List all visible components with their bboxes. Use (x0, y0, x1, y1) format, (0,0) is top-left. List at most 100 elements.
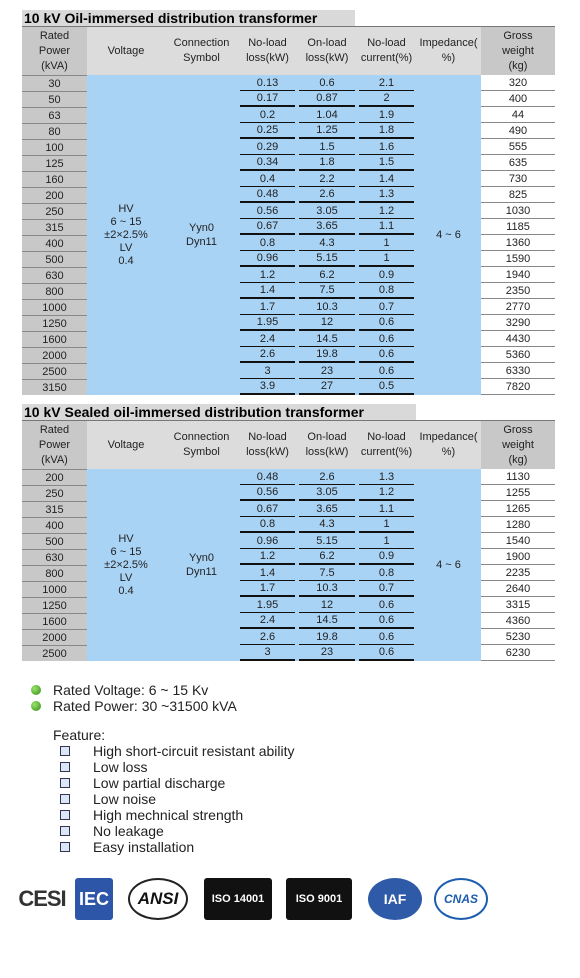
feature-item: Low partial discharge (93, 775, 226, 791)
table-title: 10 kV Oil-immersed distribution transfor… (22, 10, 355, 26)
cell: 0.8 (359, 283, 414, 299)
cell: 2000 (22, 629, 87, 645)
cell: 19.8 (299, 629, 355, 645)
checkbox-icon (60, 762, 70, 772)
blue-area (87, 469, 481, 661)
cell: 0.7 (359, 299, 414, 315)
cell: 630 (22, 549, 87, 565)
cell: 1.6 (359, 139, 414, 155)
cell: 10.3 (299, 581, 355, 597)
cell: 1.25 (299, 123, 355, 139)
cell: 6.2 (299, 549, 355, 565)
cell: 0.56 (240, 203, 295, 219)
cell: 1 (359, 251, 414, 267)
cell: 2.4 (240, 613, 295, 629)
cell: 1255 (481, 485, 555, 501)
cell: 0.9 (359, 549, 414, 565)
cell: 3150 (22, 379, 87, 395)
feature-item: Low noise (93, 791, 157, 807)
checkbox-icon (60, 842, 70, 852)
cell: 5.15 (299, 533, 355, 549)
column-header: Voltage (87, 421, 165, 469)
cell: 1.7 (240, 581, 295, 597)
cell: 0.8 (240, 517, 295, 533)
cell: 0.48 (240, 469, 295, 485)
cell: 2.4 (240, 331, 295, 347)
cell: 1030 (481, 203, 555, 219)
voltage-cell: HV 6 ~ 15 ±2×2.5% LV 0.4 (104, 202, 148, 267)
cell: 0.17 (240, 91, 295, 107)
cell: 1.4 (359, 171, 414, 187)
column-header: Connection Symbol (165, 421, 238, 469)
cell: 0.6 (359, 363, 414, 379)
cell: 200 (22, 469, 87, 485)
cell: 555 (481, 139, 555, 155)
header-rule (22, 420, 555, 421)
cell: 1.2 (359, 485, 414, 501)
cell: 19.8 (299, 347, 355, 363)
column-header: Gross weight (kg) (481, 27, 555, 75)
cell: 0.34 (240, 155, 295, 171)
cell: 0.25 (240, 123, 295, 139)
checkbox-icon (60, 826, 70, 836)
cell: 0.96 (240, 533, 295, 549)
cell: 1250 (22, 597, 87, 613)
blue-area (87, 75, 481, 395)
cell: 0.96 (240, 251, 295, 267)
cell: 44 (481, 107, 555, 123)
cell: 3290 (481, 315, 555, 331)
column-header: Voltage (87, 27, 165, 75)
cell: 63 (22, 107, 87, 123)
checkbox-icon (60, 810, 70, 820)
checkbox-icon (60, 746, 70, 756)
cell: 23 (299, 363, 355, 379)
feature-item: Low loss (93, 759, 148, 775)
cell: 0.6 (359, 613, 414, 629)
cell: 3.9 (240, 379, 295, 395)
cell: 4430 (481, 331, 555, 347)
cell: 7820 (481, 379, 555, 395)
cell: 1600 (22, 613, 87, 629)
feature-heading: Feature: (53, 727, 106, 743)
cell: 730 (481, 171, 555, 187)
connection-cell: Yyn0 Dyn11 (186, 222, 217, 248)
cell: 1265 (481, 501, 555, 517)
cell: 1.7 (240, 299, 295, 315)
cell: 250 (22, 485, 87, 501)
connection-cell: Yyn0 Dyn11 (186, 552, 217, 578)
cell: 0.67 (240, 501, 295, 517)
cell: 1900 (481, 549, 555, 565)
cell: 0.8 (240, 235, 295, 251)
cell: 1 (359, 533, 414, 549)
cell: 2500 (22, 645, 87, 661)
cell: 0.87 (299, 91, 355, 107)
cell: 3.65 (299, 219, 355, 235)
column-header: On-load loss(kW) (297, 27, 357, 75)
certification-logo: IAF (368, 878, 422, 920)
cell: 1.4 (240, 283, 295, 299)
cell: 0.6 (299, 75, 355, 91)
cell: 5360 (481, 347, 555, 363)
cell: 800 (22, 283, 87, 299)
cell: 2.1 (359, 75, 414, 91)
bullet-dot (31, 685, 41, 695)
cell: 3.05 (299, 203, 355, 219)
cell: 0.6 (359, 331, 414, 347)
cell: 80 (22, 123, 87, 139)
cell: 160 (22, 171, 87, 187)
cell: 1.2 (240, 549, 295, 565)
cell: 315 (22, 219, 87, 235)
cell: 2.6 (299, 469, 355, 485)
checkbox-icon (60, 794, 70, 804)
cell: 2500 (22, 363, 87, 379)
column-header: No-load current(%) (357, 27, 416, 75)
cell: 200 (22, 187, 87, 203)
cell: 2.6 (240, 347, 295, 363)
cell: 0.29 (240, 139, 295, 155)
cell: 12 (299, 315, 355, 331)
cell: 0.6 (359, 315, 414, 331)
cell: 1600 (22, 331, 87, 347)
cell: 0.56 (240, 485, 295, 501)
column-header: No-load current(%) (357, 421, 416, 469)
cell: 1000 (22, 581, 87, 597)
